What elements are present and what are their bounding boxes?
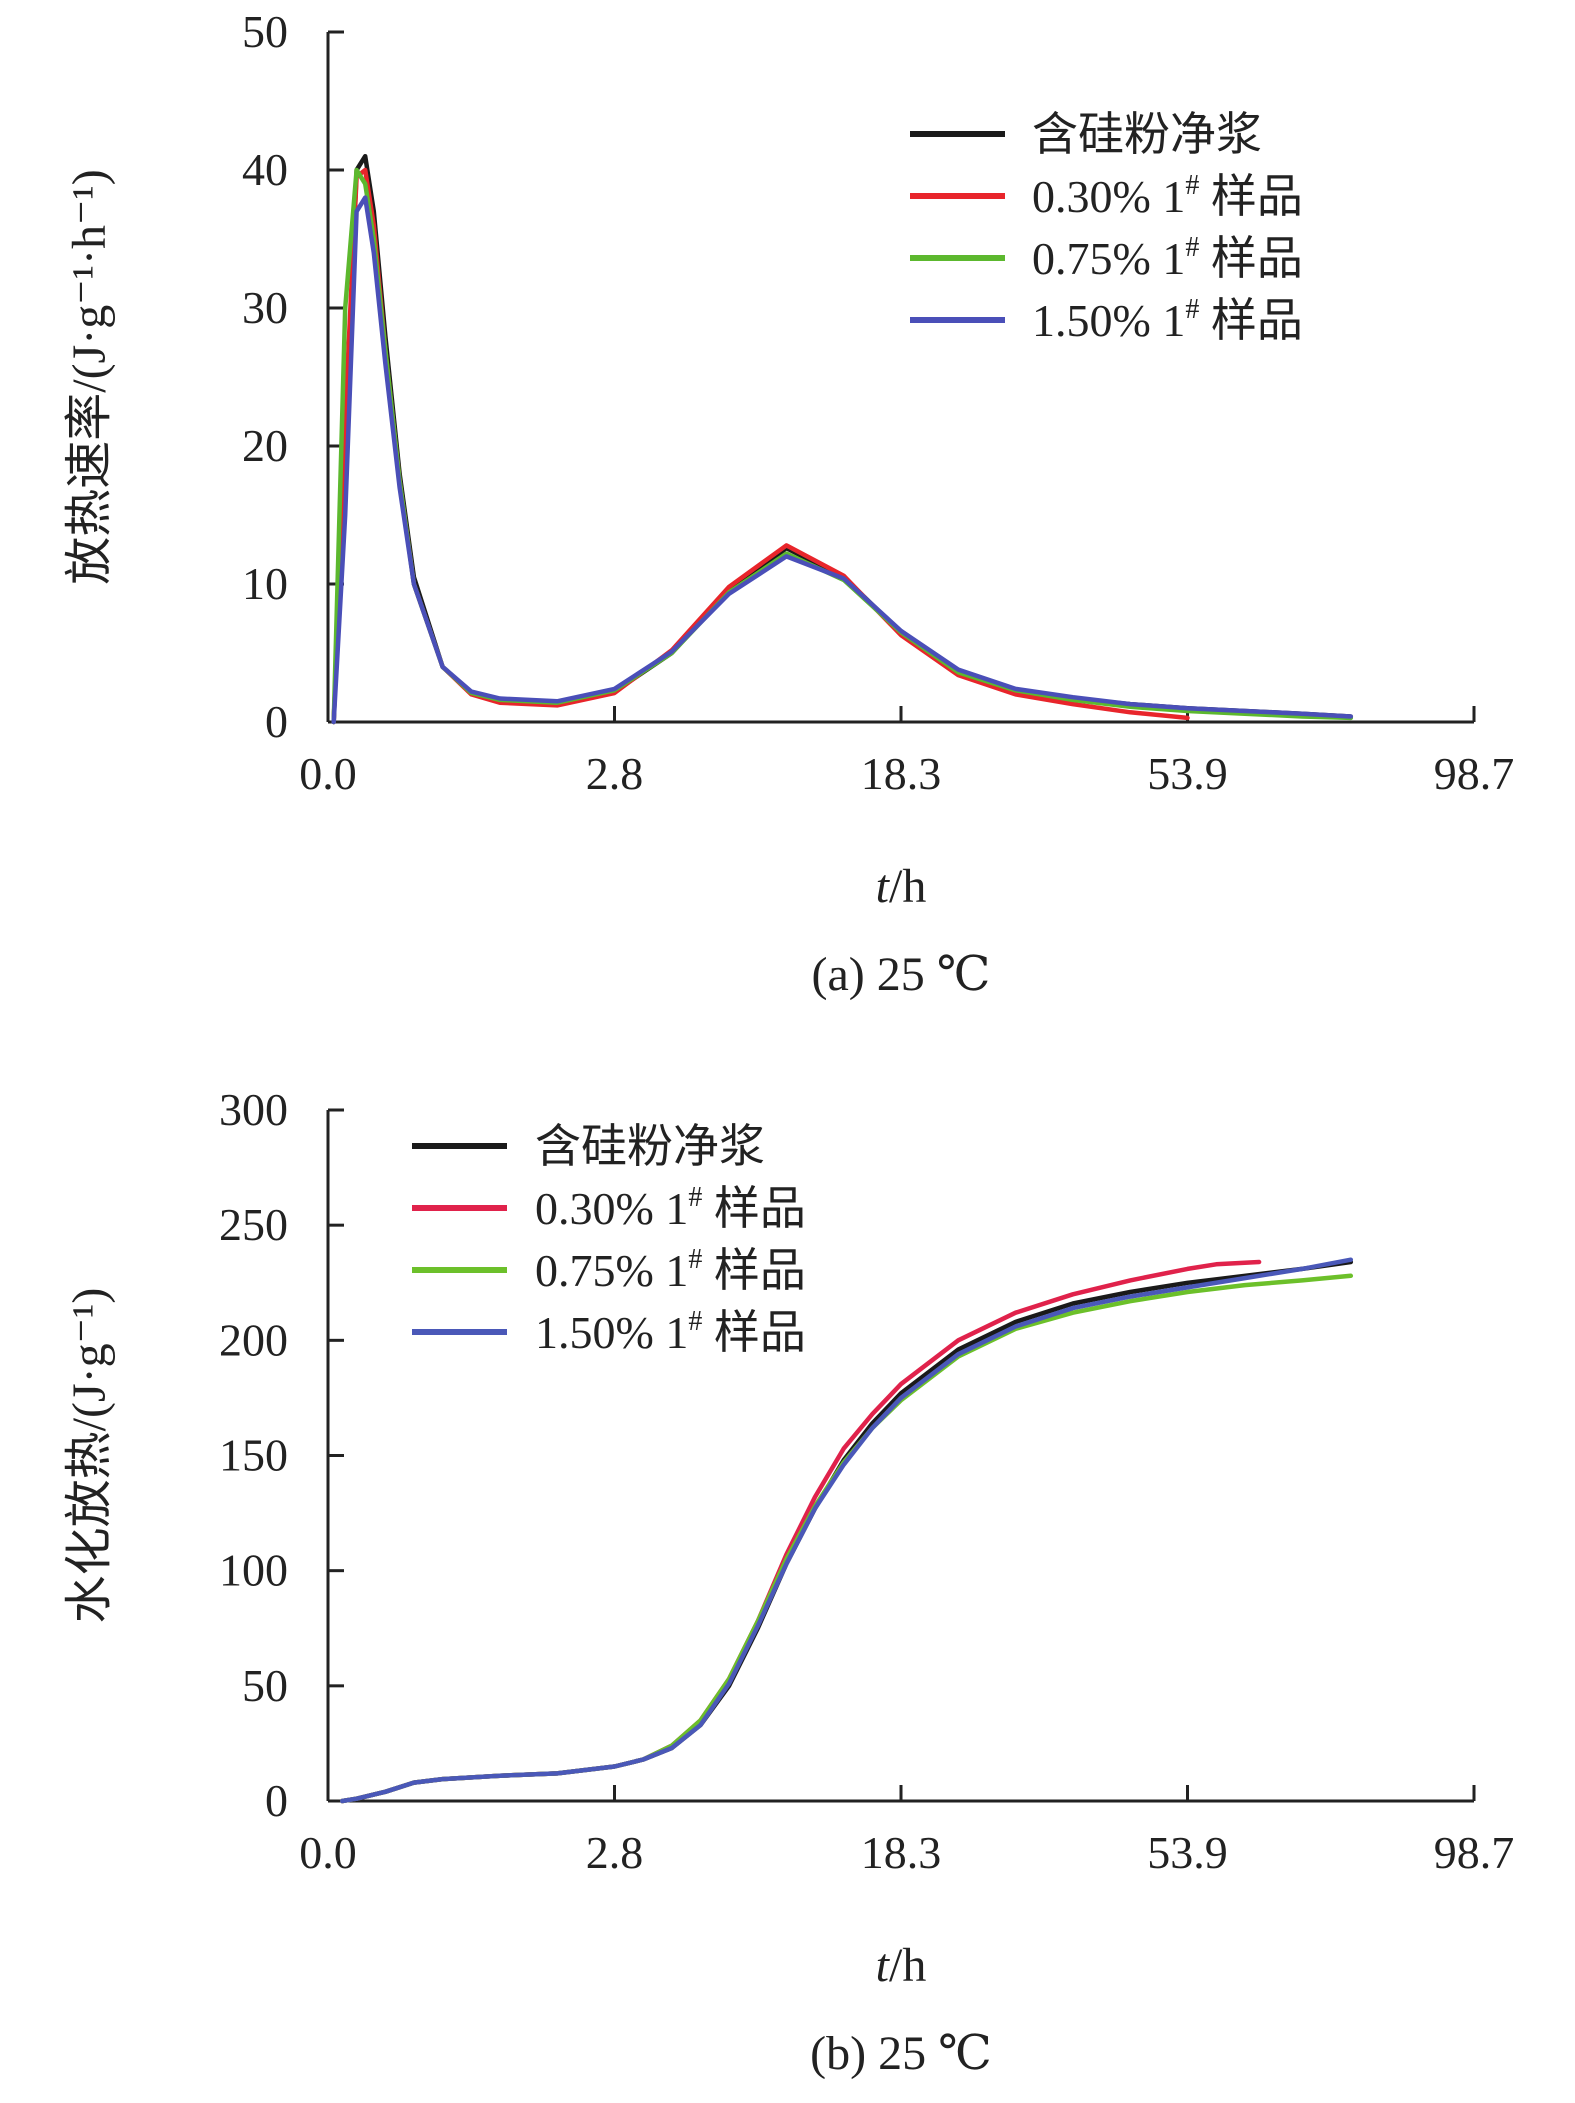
legend-label: 含硅粉净浆 <box>1032 109 1262 160</box>
y-tick-label: 50 <box>242 6 288 57</box>
y-tick-label: 50 <box>242 1660 288 1711</box>
legend-label: 1.50% 1# 样品 <box>1032 294 1303 346</box>
x-tick-label: 53.9 <box>1147 1827 1228 1878</box>
y-tick-label: 40 <box>242 144 288 195</box>
x-tick-label: 53.9 <box>1147 748 1228 799</box>
y-tick-label: 20 <box>242 420 288 471</box>
legend-label: 0.75% 1# 样品 <box>535 1244 806 1296</box>
legend: 含硅粉净浆 0.30% 1# 样品 0.75% 1# 样品 1.50% 1# 样品 <box>412 1121 806 1358</box>
x-tick-label: 98.7 <box>1434 1827 1515 1878</box>
y-tick-label: 30 <box>242 282 288 333</box>
series-line-4 <box>331 195 1354 725</box>
x-tick-label: 18.3 <box>861 1827 942 1878</box>
series-line-4 <box>340 1257 1354 1804</box>
chart-heat-rate: 0 10 20 30 40 50 0.0 2.8 18.3 53.9 98.7 t/h (a) 25 ℃… <box>63 6 1514 1001</box>
chart-caption: (b) 25 ℃ <box>810 2027 992 2080</box>
legend: 含硅粉净浆 0.30% 1# 样品 0.75% 1# 样品 1.50% 1# 样品 <box>910 109 1303 346</box>
x-tick-label: 0.0 <box>299 1827 357 1878</box>
legend-label: 1.50% 1# 样品 <box>535 1306 806 1358</box>
x-axis-title: t/h <box>876 1939 927 1992</box>
y-axis-title: 水化放热/(J·g⁻¹) <box>63 1288 116 1624</box>
y-tick-label: 0 <box>265 696 288 747</box>
y-tick-label: 0 <box>265 1775 288 1826</box>
y-tick-label: 300 <box>219 1084 288 1135</box>
legend-label: 含硅粉净浆 <box>535 1121 765 1172</box>
x-tick-label: 98.7 <box>1434 748 1515 799</box>
chart-cumulative-heat: 0 50 100 150 200 250 300 0.0 2.8 18.3 53.9 98.7 t/h (… <box>63 1084 1514 2080</box>
x-tick-label: 18.3 <box>861 748 942 799</box>
chart-caption: (a) 25 ℃ <box>812 948 991 1001</box>
legend-label: 0.75% 1# 样品 <box>1032 232 1303 284</box>
legend-label: 0.30% 1# 样品 <box>535 1182 806 1234</box>
x-axis-title: t/h <box>876 860 927 913</box>
y-tick-label: 250 <box>219 1199 288 1250</box>
x-tick-label: 0.0 <box>299 748 357 799</box>
y-axis-title: 放热速率/(J·g⁻¹·h⁻¹) <box>63 169 116 584</box>
x-tick-label: 2.8 <box>586 748 644 799</box>
series-line-1 <box>340 1259 1354 1804</box>
y-tick-label: 150 <box>219 1430 288 1481</box>
y-tick-label: 200 <box>219 1314 288 1365</box>
series-line-3 <box>340 1273 1354 1804</box>
x-tick-label: 2.8 <box>586 1827 644 1878</box>
y-tick-label: 10 <box>242 558 288 609</box>
legend-label: 0.30% 1# 样品 <box>1032 170 1303 222</box>
y-tick-label: 100 <box>219 1545 288 1596</box>
